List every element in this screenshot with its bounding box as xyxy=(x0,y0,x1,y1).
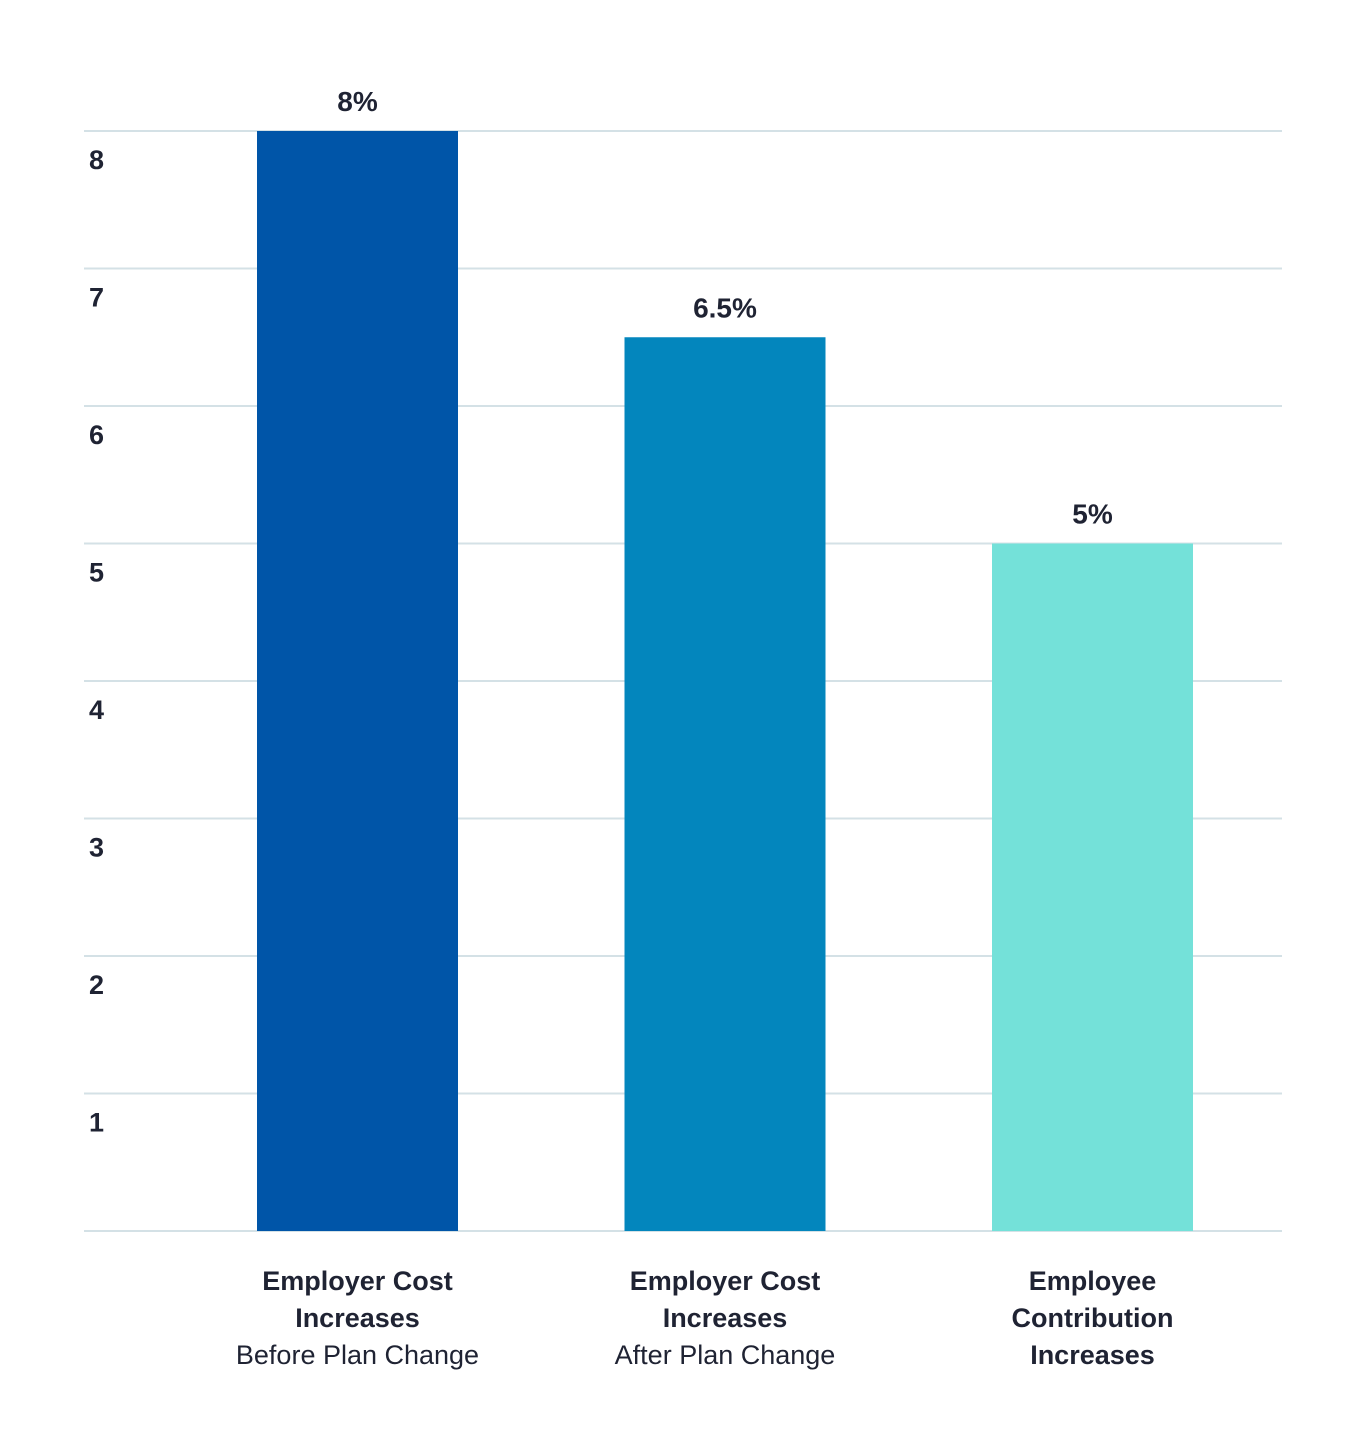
category-label-1-line-3: Before Plan Change xyxy=(236,1340,479,1370)
y-tick-label-7: 7 xyxy=(89,283,104,313)
category-label-2-line-2: Increases xyxy=(663,1303,788,1333)
category-label-3-line-2: Contribution xyxy=(1012,1303,1174,1333)
y-tick-label-1: 1 xyxy=(89,1108,104,1138)
category-label-3-line-3: Increases xyxy=(1030,1340,1155,1370)
bar-2 xyxy=(624,337,826,1231)
value-labels: 8% 6.5% 5% xyxy=(337,86,1113,530)
y-tick-label-8: 8 xyxy=(89,145,104,175)
category-label-3-line-1: Employee xyxy=(1029,1266,1157,1296)
category-label-2-line-1: Employer Cost xyxy=(630,1266,821,1296)
value-label-2: 6.5% xyxy=(693,292,757,323)
y-tick-label-4: 4 xyxy=(89,695,104,725)
category-labels: Employer Cost Increases Before Plan Change… xyxy=(236,1266,1174,1370)
category-label-1-line-2: Increases xyxy=(295,1303,420,1333)
bar-1 xyxy=(257,131,458,1231)
bars xyxy=(257,131,1193,1231)
y-axis-ticks: 1 2 3 4 5 6 7 8 xyxy=(89,145,104,1138)
y-tick-label-6: 6 xyxy=(89,420,104,450)
value-label-1: 8% xyxy=(337,86,378,117)
category-label-2-line-3: After Plan Change xyxy=(615,1340,836,1370)
value-label-3: 5% xyxy=(1072,499,1113,530)
y-tick-label-3: 3 xyxy=(89,833,104,863)
bar-3 xyxy=(992,543,1193,1231)
y-tick-label-5: 5 xyxy=(89,558,104,588)
category-label-1-line-1: Employer Cost xyxy=(262,1266,453,1296)
y-tick-label-2: 2 xyxy=(89,970,104,1000)
